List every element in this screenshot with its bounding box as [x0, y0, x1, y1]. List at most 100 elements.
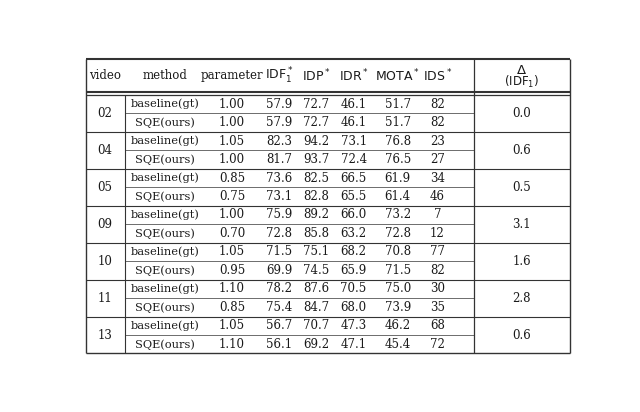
Text: 73.6: 73.6	[266, 171, 292, 185]
Text: $(\mathrm{IDF}_1)$: $(\mathrm{IDF}_1)$	[504, 74, 540, 90]
Text: 12: 12	[430, 227, 445, 240]
Text: 82: 82	[430, 116, 445, 129]
Text: 74.5: 74.5	[303, 264, 330, 277]
Text: 51.7: 51.7	[385, 116, 411, 129]
Text: 13: 13	[97, 329, 112, 342]
Text: 72.8: 72.8	[266, 227, 292, 240]
Text: SQE(ours): SQE(ours)	[135, 154, 195, 165]
Text: 46.1: 46.1	[340, 98, 367, 110]
Text: $\mathrm{IDR}^*$: $\mathrm{IDR}^*$	[339, 67, 369, 84]
Text: $\Delta$: $\Delta$	[516, 64, 527, 77]
Text: 23: 23	[430, 135, 445, 147]
Text: SQE(ours): SQE(ours)	[135, 339, 195, 350]
Text: 94.2: 94.2	[303, 135, 330, 147]
Text: 0.70: 0.70	[219, 227, 245, 240]
Text: 35: 35	[430, 301, 445, 314]
Text: 82.3: 82.3	[266, 135, 292, 147]
Text: 82.5: 82.5	[303, 171, 330, 185]
Text: 68.0: 68.0	[340, 301, 367, 314]
Text: baseline(gt): baseline(gt)	[131, 283, 200, 294]
Text: 0.6: 0.6	[513, 329, 531, 342]
Text: 75.4: 75.4	[266, 301, 292, 314]
Text: 46.2: 46.2	[385, 319, 411, 332]
Text: 70.8: 70.8	[385, 246, 411, 258]
Text: 63.2: 63.2	[340, 227, 367, 240]
Text: 69.9: 69.9	[266, 264, 292, 277]
Text: $\mathrm{MOTA}^*$: $\mathrm{MOTA}^*$	[375, 67, 420, 84]
Text: 61.4: 61.4	[385, 190, 411, 203]
Text: 73.1: 73.1	[266, 190, 292, 203]
Text: SQE(ours): SQE(ours)	[135, 191, 195, 202]
Text: 57.9: 57.9	[266, 116, 292, 129]
Text: SQE(ours): SQE(ours)	[135, 265, 195, 276]
Text: 72.7: 72.7	[303, 116, 330, 129]
Text: 1.05: 1.05	[219, 319, 245, 332]
Text: 1.00: 1.00	[219, 116, 245, 129]
Text: 1.00: 1.00	[219, 208, 245, 222]
Text: method: method	[143, 69, 188, 82]
Text: baseline(gt): baseline(gt)	[131, 173, 200, 183]
Text: 46: 46	[430, 190, 445, 203]
Text: 61.9: 61.9	[385, 171, 411, 185]
Text: baseline(gt): baseline(gt)	[131, 99, 200, 110]
Text: baseline(gt): baseline(gt)	[131, 210, 200, 220]
Text: $\mathrm{IDP}^*$: $\mathrm{IDP}^*$	[302, 67, 331, 84]
Text: 1.00: 1.00	[219, 98, 245, 110]
Text: 89.2: 89.2	[303, 208, 330, 222]
Text: 0.0: 0.0	[513, 107, 531, 120]
Text: 72: 72	[430, 338, 445, 351]
Text: 84.7: 84.7	[303, 301, 330, 314]
Text: 70.5: 70.5	[340, 282, 367, 295]
Text: 1.05: 1.05	[219, 135, 245, 147]
Text: 75.0: 75.0	[385, 282, 411, 295]
Text: 0.5: 0.5	[513, 181, 531, 194]
Text: 30: 30	[430, 282, 445, 295]
Text: 73.9: 73.9	[385, 301, 411, 314]
Text: 05: 05	[97, 181, 112, 194]
Text: 72.7: 72.7	[303, 98, 330, 110]
Text: 66.0: 66.0	[340, 208, 367, 222]
Text: 09: 09	[97, 218, 112, 231]
Text: baseline(gt): baseline(gt)	[131, 321, 200, 331]
Text: SQE(ours): SQE(ours)	[135, 302, 195, 313]
Text: 0.75: 0.75	[219, 190, 245, 203]
Text: 47.1: 47.1	[340, 338, 367, 351]
Text: 1.05: 1.05	[219, 246, 245, 258]
Text: 46.1: 46.1	[340, 116, 367, 129]
Text: parameter: parameter	[200, 69, 263, 82]
Text: 75.1: 75.1	[303, 246, 330, 258]
Text: 3.1: 3.1	[513, 218, 531, 231]
Text: baseline(gt): baseline(gt)	[131, 247, 200, 257]
Text: 56.1: 56.1	[266, 338, 292, 351]
Text: 82: 82	[430, 264, 445, 277]
Text: $\mathrm{IDF}_1^*$: $\mathrm{IDF}_1^*$	[265, 66, 293, 86]
Text: 02: 02	[97, 107, 112, 120]
Text: 77: 77	[430, 246, 445, 258]
Text: 65.5: 65.5	[340, 190, 367, 203]
Text: 85.8: 85.8	[303, 227, 330, 240]
Text: 73.1: 73.1	[340, 135, 367, 147]
Text: SQE(ours): SQE(ours)	[135, 228, 195, 239]
Text: 0.6: 0.6	[513, 144, 531, 157]
Text: 10: 10	[97, 255, 112, 268]
Text: 70.7: 70.7	[303, 319, 330, 332]
Text: 1.6: 1.6	[513, 255, 531, 268]
Text: 73.2: 73.2	[385, 208, 411, 222]
Text: 76.5: 76.5	[385, 153, 411, 166]
Text: 81.7: 81.7	[266, 153, 292, 166]
Text: 51.7: 51.7	[385, 98, 411, 110]
Text: SQE(ours): SQE(ours)	[135, 117, 195, 128]
Text: 7: 7	[433, 208, 441, 222]
Text: 0.85: 0.85	[219, 171, 245, 185]
Text: 1.00: 1.00	[219, 153, 245, 166]
Text: 68.2: 68.2	[340, 246, 367, 258]
Text: 75.9: 75.9	[266, 208, 292, 222]
Text: 34: 34	[430, 171, 445, 185]
Text: 11: 11	[97, 292, 112, 304]
Text: 57.9: 57.9	[266, 98, 292, 110]
Text: 68: 68	[430, 319, 445, 332]
Text: 76.8: 76.8	[385, 135, 411, 147]
Text: 78.2: 78.2	[266, 282, 292, 295]
Text: 0.95: 0.95	[219, 264, 245, 277]
Text: video: video	[89, 69, 121, 82]
